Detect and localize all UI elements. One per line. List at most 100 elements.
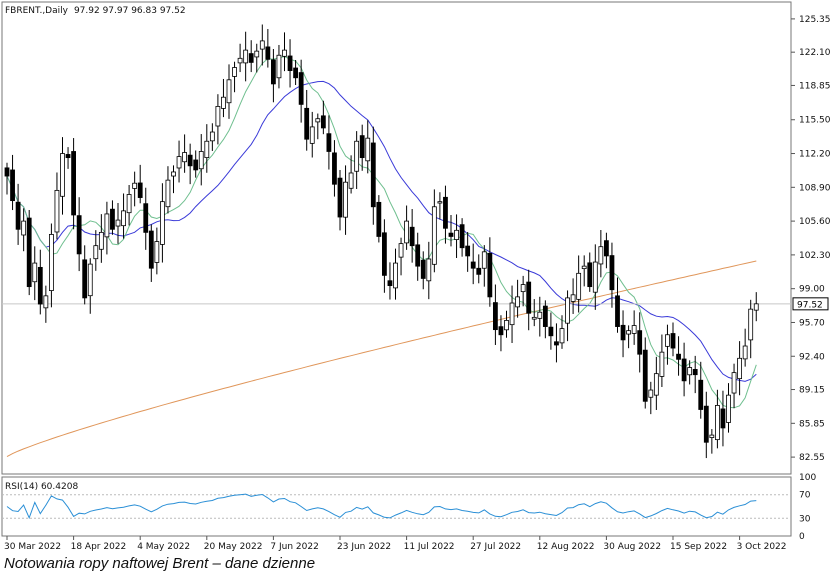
candle	[354, 131, 360, 190]
candle-body	[681, 358, 687, 382]
candle-body	[631, 325, 637, 334]
candle-body	[504, 320, 509, 331]
candle-body	[82, 259, 88, 299]
candle	[326, 115, 332, 170]
last-price-label: 97.52	[797, 300, 823, 310]
candle-body	[104, 213, 110, 238]
candle-body	[642, 349, 648, 402]
candle-body	[720, 408, 726, 429]
candle	[110, 200, 115, 235]
candle-body	[443, 196, 448, 229]
candle	[76, 197, 82, 272]
candle	[332, 140, 337, 197]
candle-body	[737, 357, 742, 380]
candle	[476, 254, 482, 284]
y-tick-label: 89.15	[799, 386, 825, 396]
candle-body	[509, 302, 515, 326]
candle	[620, 310, 626, 358]
candle	[320, 100, 326, 135]
candle-body	[620, 324, 626, 341]
candle-body	[692, 369, 698, 376]
candle-body	[165, 179, 171, 208]
candle	[21, 208, 27, 252]
candle-body	[604, 240, 609, 257]
candle	[481, 245, 487, 287]
candle-body	[110, 208, 115, 230]
candle	[393, 248, 398, 300]
candle	[254, 43, 260, 73]
last-price-box	[792, 297, 829, 311]
candle	[65, 147, 71, 169]
candle-body	[731, 372, 737, 394]
candle	[604, 232, 609, 269]
candle	[748, 299, 754, 359]
ohlc-values: 97.92 97.97 96.83 97.52	[74, 6, 186, 16]
candle-body	[587, 262, 593, 288]
candle-body	[287, 55, 293, 71]
candle-body	[32, 262, 38, 283]
candle	[726, 383, 731, 433]
candle-body	[26, 217, 32, 288]
candle	[537, 296, 543, 337]
candle-body	[348, 172, 354, 189]
candle-body	[481, 251, 487, 269]
candle-body	[687, 367, 693, 376]
candle-body	[420, 259, 426, 279]
candle-body	[37, 266, 43, 305]
candle	[615, 277, 620, 333]
candle-body	[243, 49, 249, 64]
candle-body	[381, 232, 387, 276]
candle	[587, 252, 593, 292]
candle	[82, 245, 88, 305]
x-tick-label: 7 Jun 2022	[270, 542, 318, 552]
y-tick-label: 99.00	[799, 285, 825, 295]
candle-body	[270, 59, 276, 85]
candle-body	[215, 106, 221, 127]
candle-body	[76, 215, 82, 255]
candle	[581, 255, 587, 287]
rsi-tick-label: 30	[799, 514, 811, 524]
y-tick-label: 125.35	[799, 15, 830, 25]
candle-body	[670, 333, 676, 349]
candle-body	[276, 54, 282, 79]
candle	[176, 140, 182, 183]
x-tick-label: 18 Apr 2022	[71, 542, 127, 552]
candle	[431, 189, 437, 273]
candle	[126, 184, 132, 226]
y-tick-label: 82.55	[799, 453, 825, 463]
x-tick-label: 20 May 2022	[204, 542, 263, 552]
candle-body	[187, 154, 193, 167]
candle	[676, 336, 681, 376]
ma-long-line	[6, 260, 757, 458]
candle	[554, 323, 559, 363]
candle	[642, 337, 648, 409]
chart-header: FBRENT.,Daily 97.92 97.97 96.83 97.52	[5, 6, 186, 16]
rsi-pane-frame	[1, 476, 792, 537]
candle	[398, 237, 404, 276]
candle-body	[415, 244, 421, 267]
candle-body	[609, 255, 615, 291]
candle	[631, 310, 637, 345]
candle	[287, 39, 293, 88]
x-tick-label: 3 Oct 2022	[737, 542, 787, 552]
candle-body	[221, 96, 226, 109]
candle	[365, 120, 371, 174]
candle-body	[531, 316, 537, 320]
candle-body	[115, 219, 121, 227]
candle	[409, 209, 415, 263]
x-tick-label: 12 Aug 2022	[537, 542, 595, 552]
candle	[209, 123, 215, 151]
candle	[420, 251, 426, 290]
candle	[315, 113, 321, 140]
candle	[637, 312, 643, 373]
candle-body	[198, 151, 204, 170]
candle	[4, 162, 10, 195]
candle-body	[431, 206, 437, 265]
candle	[437, 192, 443, 220]
candle-body	[742, 345, 748, 360]
rsi-line	[6, 493, 757, 520]
candle-body	[548, 326, 554, 337]
x-tick-label: 30 Mar 2022	[4, 542, 61, 552]
candle-body	[648, 389, 654, 398]
